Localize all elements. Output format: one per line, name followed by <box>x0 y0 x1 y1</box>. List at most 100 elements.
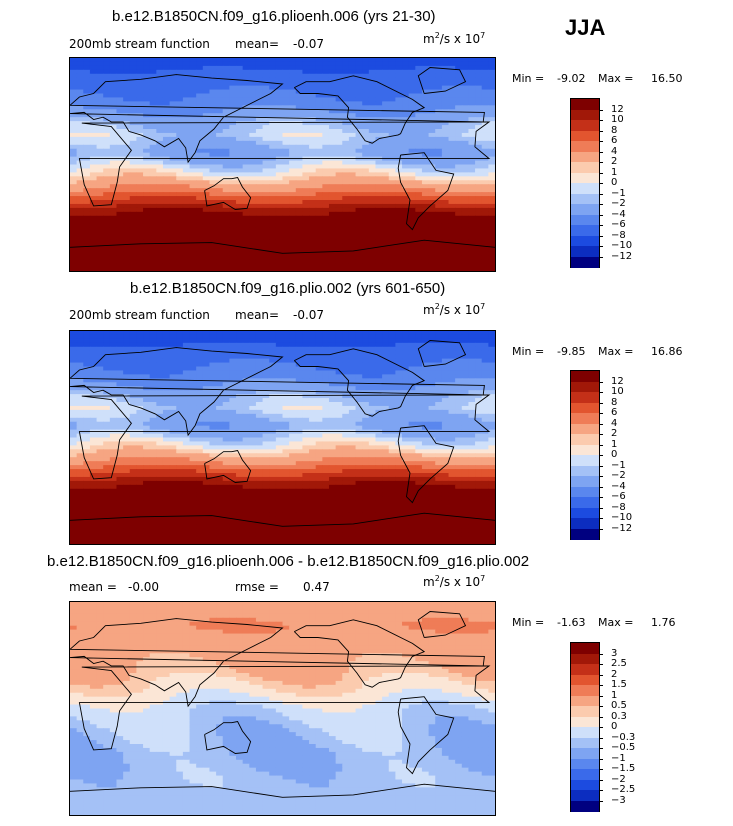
heatmap-cell <box>322 168 330 173</box>
heatmap-cell <box>382 196 390 201</box>
heatmap-cell <box>196 243 204 248</box>
heatmap-cell <box>202 398 211 403</box>
heatmap-cell <box>415 394 423 399</box>
heatmap-cell <box>428 101 436 106</box>
heatmap-cell <box>448 267 456 271</box>
heatmap-cell <box>481 125 489 130</box>
heatmap-cell <box>169 188 177 193</box>
heatmap-cell <box>408 235 416 241</box>
heatmap-cell <box>262 136 270 142</box>
heatmap-cell <box>143 140 151 146</box>
heatmap-cell <box>169 172 177 177</box>
heatmap-cell <box>295 211 304 217</box>
heatmap-cell <box>342 378 350 383</box>
heatmap-cell <box>236 338 244 344</box>
heatmap-cell <box>382 354 390 360</box>
heatmap-cell <box>455 223 463 229</box>
heatmap-cell <box>196 89 204 95</box>
heatmap-cell <box>421 390 430 395</box>
heatmap-cell <box>156 172 164 177</box>
heatmap-cell <box>143 338 151 344</box>
heatmap-cell <box>302 263 310 268</box>
heatmap-cell <box>289 413 297 419</box>
heatmap-cell <box>229 184 237 189</box>
heatmap-cell <box>355 196 363 201</box>
heatmap-cell <box>289 113 297 118</box>
colorbar-label: 1 <box>611 166 618 178</box>
heatmap-cell <box>103 227 111 233</box>
heatmap-cell <box>448 219 456 225</box>
heatmap-cell <box>322 409 330 415</box>
heatmap-cell <box>209 243 217 248</box>
heatmap-cell <box>129 231 138 237</box>
heatmap-cell <box>455 215 463 221</box>
heatmap-cell <box>116 243 124 248</box>
heatmap-cell <box>196 386 204 391</box>
heatmap-cell <box>355 251 363 256</box>
heatmap-cell <box>156 398 164 403</box>
heatmap-cell <box>408 394 416 399</box>
heatmap-cell <box>109 192 118 197</box>
heatmap-cell <box>428 386 436 391</box>
heatmap-cell <box>355 184 363 189</box>
heatmap-cell <box>368 97 377 102</box>
heatmap-cell <box>162 239 171 244</box>
heatmap-cell <box>116 168 124 173</box>
heatmap-cell <box>70 148 78 154</box>
heatmap-cell <box>176 362 184 368</box>
heatmap-cell <box>156 417 164 423</box>
heatmap-cell <box>156 211 164 217</box>
heatmap-cell <box>468 255 476 260</box>
heatmap-cell <box>83 93 91 99</box>
heatmap-cell <box>428 168 436 173</box>
heatmap-cell <box>315 152 323 158</box>
heatmap-cell <box>309 176 317 181</box>
heatmap-cell <box>388 101 396 106</box>
heatmap-cell <box>83 211 91 217</box>
heatmap-cell <box>309 81 317 87</box>
heatmap-cell <box>402 338 410 344</box>
heatmap-cell <box>196 172 204 177</box>
heatmap-cell <box>455 132 463 138</box>
heatmap-cell <box>262 200 270 205</box>
heatmap-cell <box>322 251 330 256</box>
heatmap-cell <box>282 390 290 395</box>
heatmap-cell <box>382 192 390 197</box>
heatmap-cell <box>269 152 277 158</box>
heatmap-cell <box>355 203 363 209</box>
heatmap-cell <box>129 370 138 375</box>
heatmap-cell <box>149 413 157 419</box>
heatmap-cell <box>348 164 357 170</box>
heatmap-cell <box>468 386 476 391</box>
heatmap-cell <box>269 203 277 209</box>
heatmap-cell <box>415 136 423 142</box>
heatmap-cell <box>129 180 138 185</box>
heatmap-cell <box>189 164 197 170</box>
heatmap-cell <box>335 93 343 99</box>
heatmap-cell <box>402 342 410 348</box>
heatmap-cell <box>116 417 124 423</box>
heatmap-cell <box>162 129 171 134</box>
heatmap-cell <box>295 251 304 256</box>
heatmap-cell <box>428 129 436 134</box>
colorbar-swatch <box>571 172 599 184</box>
heatmap-cell <box>162 366 171 372</box>
heatmap-cell <box>415 235 423 241</box>
heatmap-cell <box>328 136 337 142</box>
heatmap-cell <box>202 247 211 252</box>
heatmap-cell <box>196 402 204 407</box>
heatmap-cell <box>249 370 257 375</box>
heatmap-cell <box>289 398 297 403</box>
heatmap-cell <box>103 200 111 205</box>
heatmap-cell <box>143 334 151 340</box>
heatmap-cell <box>196 93 204 99</box>
heatmap-cell <box>275 192 284 197</box>
heatmap-cell <box>421 172 430 177</box>
heatmap-cell <box>269 93 277 99</box>
heatmap-cell <box>103 129 111 134</box>
heatmap-cell <box>70 342 78 348</box>
heatmap-cell <box>395 394 403 399</box>
colorbar-label: −8 <box>611 229 626 241</box>
heatmap-cell <box>282 196 290 201</box>
heatmap-cell <box>109 129 118 134</box>
